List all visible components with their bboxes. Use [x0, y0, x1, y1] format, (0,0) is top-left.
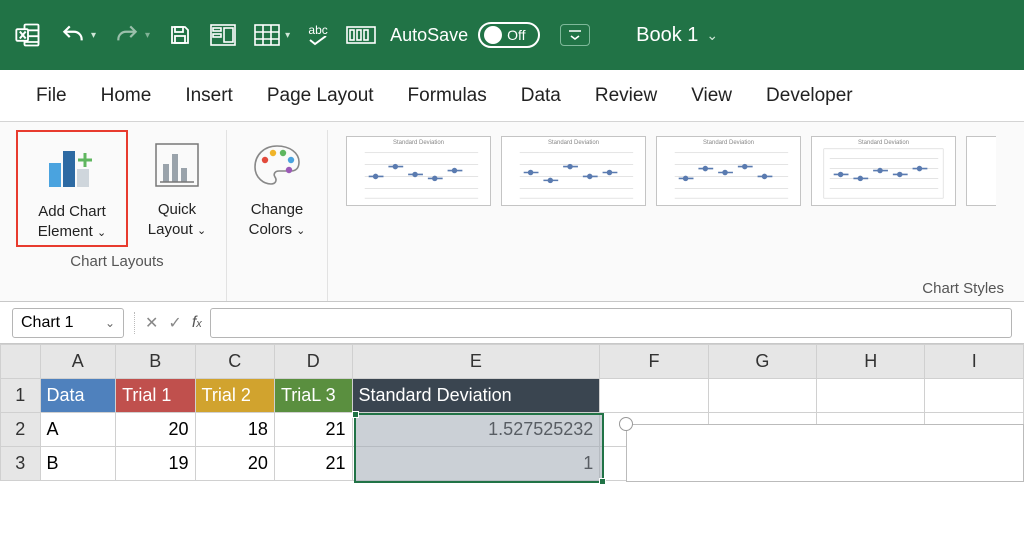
chart-style-3[interactable]: Standard Deviation: [656, 136, 801, 206]
cell-e3[interactable]: 1: [352, 447, 600, 481]
undo-caret-icon[interactable]: ▾: [91, 30, 96, 41]
col-header-d[interactable]: D: [274, 345, 352, 379]
autosave-label: AutoSave: [390, 25, 468, 46]
save-button[interactable]: [168, 23, 192, 47]
cell-h1[interactable]: [817, 379, 925, 413]
tab-data[interactable]: Data: [521, 85, 561, 107]
quick-layout-icon: [154, 136, 200, 194]
toggle-knob: [484, 26, 502, 44]
cell-c2[interactable]: 18: [195, 413, 274, 447]
cell-d3[interactable]: 21: [274, 447, 352, 481]
macros-button[interactable]: [346, 24, 376, 46]
col-header-a[interactable]: A: [40, 345, 116, 379]
cell-g1[interactable]: [708, 379, 816, 413]
name-box[interactable]: Chart 1 ⌄: [12, 308, 124, 338]
redo-button[interactable]: ▾: [114, 22, 150, 48]
autosave-state: Off: [507, 27, 525, 43]
cell-a3[interactable]: B: [40, 447, 116, 481]
add-chart-element-icon: [45, 138, 99, 196]
group-chart-layouts: Add Chart Element ⌄ Quick Layout ⌄ Chart: [10, 130, 227, 301]
quick-access-toolbar: ▾ ▾ ▾ abc: [14, 21, 376, 49]
cell-a2[interactable]: A: [40, 413, 116, 447]
chart-style-2[interactable]: Standard Deviation: [501, 136, 646, 206]
col-header-e[interactable]: E: [352, 345, 600, 379]
row-header-1[interactable]: 1: [1, 379, 41, 413]
tab-page-layout[interactable]: Page Layout: [267, 85, 374, 107]
fx-cancel-icon[interactable]: ✕: [145, 313, 158, 333]
undo-button[interactable]: ▾: [60, 22, 96, 48]
table-button[interactable]: ▾: [254, 24, 290, 46]
ribbon-tabs: File Home Insert Page Layout Formulas Da…: [0, 70, 1024, 122]
col-header-g[interactable]: G: [708, 345, 816, 379]
title-bar: ▾ ▾ ▾ abc AutoSave Off: [0, 0, 1024, 70]
cell-d1[interactable]: TriaL 3: [274, 379, 352, 413]
autosave-switch[interactable]: Off: [478, 22, 540, 48]
col-header-c[interactable]: C: [195, 345, 274, 379]
cell-e2[interactable]: 1.527525232: [352, 413, 600, 447]
cell-c3[interactable]: 20: [195, 447, 274, 481]
row-header-2[interactable]: 2: [1, 413, 41, 447]
worksheet-grid[interactable]: A B C D E F G H I 1 Data Trial 1 Trial 2…: [0, 344, 1024, 481]
formula-input[interactable]: [210, 308, 1012, 338]
autosave-toggle[interactable]: AutoSave Off: [390, 22, 540, 48]
title-caret-icon[interactable]: ⌄: [706, 27, 718, 44]
cell-e1[interactable]: Standard Deviation: [352, 379, 600, 413]
cell-b2[interactable]: 20: [116, 413, 195, 447]
ribbon: Add Chart Element ⌄ Quick Layout ⌄ Chart: [0, 122, 1024, 302]
formula-bar: Chart 1 ⌄ ✕ ✓ fx: [0, 302, 1024, 344]
col-header-i[interactable]: I: [925, 345, 1024, 379]
cell-c1[interactable]: Trial 2: [195, 379, 274, 413]
spellcheck-button[interactable]: abc: [308, 24, 328, 46]
cell-f1[interactable]: [600, 379, 708, 413]
form-button[interactable]: [210, 24, 236, 46]
table-caret-icon[interactable]: ▾: [285, 30, 290, 41]
change-colors-button[interactable]: Change Colors ⌄: [235, 130, 319, 243]
group-change-colors: Change Colors ⌄: [227, 130, 328, 301]
col-header-h[interactable]: H: [817, 345, 925, 379]
fx-enter-icon[interactable]: ✓: [168, 313, 181, 333]
tab-view[interactable]: View: [691, 85, 732, 107]
chart-style-1[interactable]: Standard Deviation: [346, 136, 491, 206]
tab-file[interactable]: File: [36, 85, 67, 107]
redo-caret-icon[interactable]: ▾: [145, 30, 150, 41]
app-icon[interactable]: [14, 21, 42, 49]
palette-icon: [252, 136, 302, 194]
chart-style-5[interactable]: [966, 136, 996, 206]
tab-home[interactable]: Home: [101, 85, 152, 107]
cell-a1[interactable]: Data: [40, 379, 116, 413]
namebox-caret-icon[interactable]: ⌄: [105, 316, 115, 330]
group-chart-styles: Standard Deviation Standard Deviation St…: [328, 130, 1014, 301]
tab-formulas[interactable]: Formulas: [408, 85, 487, 107]
workbook-title[interactable]: Book 1 ⌄: [636, 24, 718, 47]
row-header-3[interactable]: 3: [1, 447, 41, 481]
col-header-f[interactable]: F: [600, 345, 708, 379]
cell-i1[interactable]: [925, 379, 1024, 413]
cell-b1[interactable]: Trial 1: [116, 379, 195, 413]
col-header-b[interactable]: B: [116, 345, 195, 379]
fx-icon[interactable]: fx: [192, 314, 202, 332]
tab-developer[interactable]: Developer: [766, 85, 853, 107]
select-all-corner[interactable]: [1, 345, 41, 379]
tab-insert[interactable]: Insert: [185, 85, 233, 107]
qat-overflow-button[interactable]: [560, 24, 590, 46]
cell-b3[interactable]: 19: [116, 447, 195, 481]
group-label-chart-styles: Chart Styles: [922, 280, 1004, 297]
group-label-chart-layouts: Chart Layouts: [16, 247, 218, 274]
quick-layout-button[interactable]: Quick Layout ⌄: [136, 130, 218, 247]
embedded-chart[interactable]: [626, 424, 1024, 482]
cell-d2[interactable]: 21: [274, 413, 352, 447]
chart-style-4[interactable]: Standard Deviation: [811, 136, 956, 206]
add-chart-element-button[interactable]: Add Chart Element ⌄: [16, 130, 128, 247]
tab-review[interactable]: Review: [595, 85, 657, 107]
chart-resize-handle[interactable]: [619, 417, 633, 431]
